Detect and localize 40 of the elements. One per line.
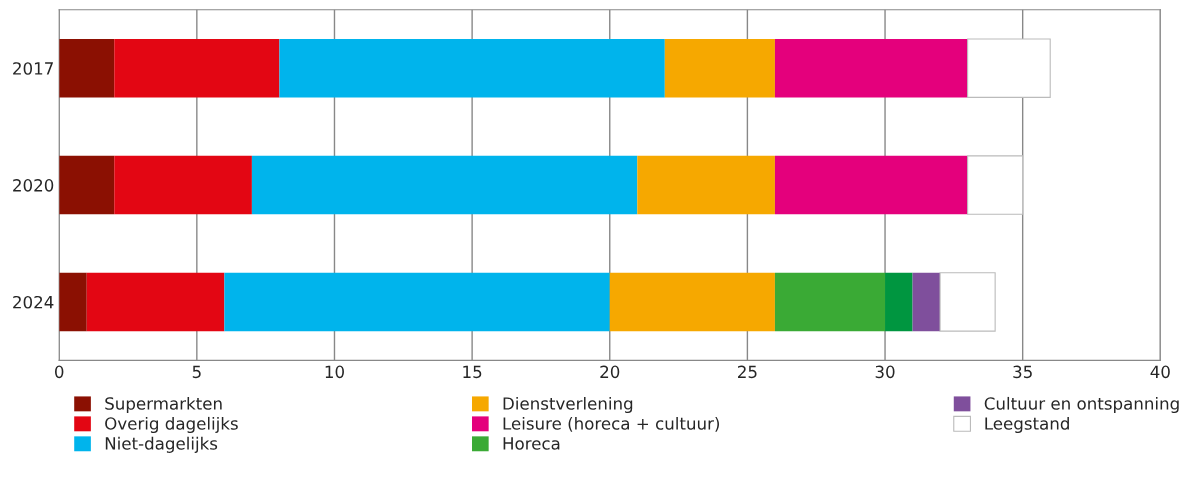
- bar: [114, 155, 252, 215]
- bar: [637, 155, 775, 215]
- x-tick-label: 35: [1013, 365, 1032, 379]
- legend-label: Cultuur en ontspanning: [984, 396, 1179, 414]
- bar: [967, 38, 1051, 98]
- y-tick-label: 2024: [13, 295, 54, 309]
- bar: [912, 272, 941, 332]
- bar: [59, 272, 87, 332]
- legend-label: Supermarkten: [105, 396, 222, 414]
- legend-label: Overig dagelijks: [105, 416, 238, 434]
- bar: [251, 155, 638, 215]
- bar: [774, 38, 968, 98]
- x-tick-label: 20: [600, 365, 620, 379]
- bar: [774, 155, 968, 215]
- bar: [609, 272, 775, 332]
- bar: [967, 155, 1024, 215]
- x-tick-label: 40: [1150, 365, 1170, 379]
- x-tick-label: 15: [463, 365, 482, 379]
- y-tick-label: 2017: [13, 62, 53, 75]
- bar: [59, 155, 115, 215]
- bar: [885, 272, 913, 332]
- bar: [114, 38, 280, 98]
- legend-label: Horeca: [503, 437, 560, 450]
- bar: [664, 38, 775, 98]
- x-tick-label: 10: [325, 365, 344, 379]
- bar: [86, 272, 225, 332]
- legend-label: Dienstverlening: [503, 396, 633, 414]
- bar: [59, 38, 115, 98]
- legend-label: Niet-dagelijks: [105, 436, 218, 453]
- bar: [939, 272, 996, 332]
- bar: [224, 272, 610, 332]
- x-tick-label: 30: [875, 365, 895, 379]
- y-tick-label: 2020: [13, 179, 54, 192]
- bar: [279, 38, 665, 98]
- x-tick-label: 25: [738, 365, 757, 379]
- x-tick-label: 5: [192, 365, 201, 379]
- x-tick-label: 0: [55, 365, 64, 379]
- legend-label: Leisure (horeca + cultuur): [503, 416, 720, 432]
- legend-label: Leegstand: [985, 416, 1069, 434]
- bar: [774, 272, 886, 332]
